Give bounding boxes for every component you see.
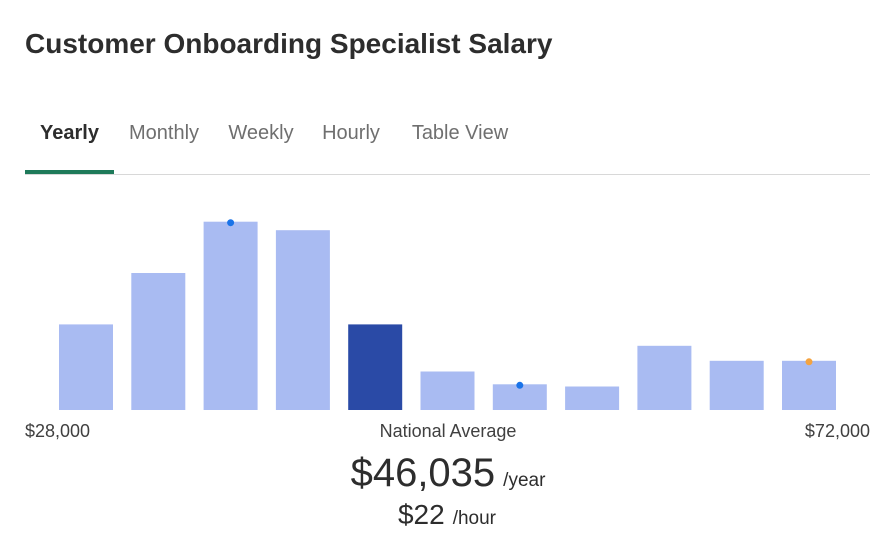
blue-marker-dot [516,381,524,389]
salary-range-max-label: $72,000 [804,421,870,441]
histogram-bar-national-average[interactable] [348,324,403,410]
national-average-label: National Average [379,421,517,441]
yearly-salary-unit: /year [503,470,546,491]
orange-marker-dot [805,358,813,366]
hourly-salary: $22/hour [0,499,892,531]
salary-distribution-chart [59,219,836,411]
tab-table-view[interactable]: Table View [411,122,509,144]
blue-marker-dot [227,219,235,227]
tab-monthly[interactable]: Monthly [128,122,200,144]
salary-period-tabs: Yearly Monthly Weekly Hourly Table View [25,108,870,175]
salary-range-min-label: $28,000 [25,421,91,441]
tab-yearly[interactable]: Yearly [25,108,114,174]
histogram-bar[interactable] [420,371,475,411]
histogram-bar[interactable] [59,324,113,410]
histogram-bar[interactable] [709,360,764,410]
histogram-bar[interactable] [637,345,692,410]
hourly-salary-unit: /hour [452,508,497,529]
histogram-bar[interactable] [203,221,258,410]
national-average-label-row: National Average [0,421,892,442]
page-title: Customer Onboarding Specialist Salary [25,28,553,59]
tab-hourly[interactable]: Hourly [322,122,380,144]
histogram-bar[interactable] [782,360,836,410]
yearly-salary: $46,035/year [0,451,892,496]
tab-weekly[interactable]: Weekly [228,122,294,144]
histogram-bar[interactable] [275,230,330,410]
hourly-salary-amount: $22 [397,499,445,530]
yearly-salary-amount: $46,035 [350,451,496,495]
histogram-bar[interactable] [131,273,186,410]
histogram-bar[interactable] [565,386,620,411]
